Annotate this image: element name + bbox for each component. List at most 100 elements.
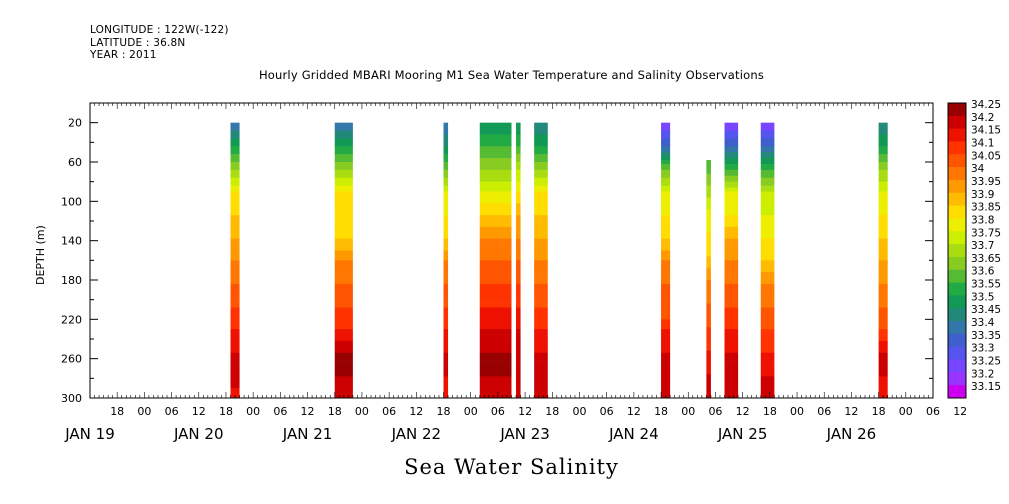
contour-cell [334, 342, 353, 346]
contour-cell [516, 374, 521, 377]
contour-cell [878, 126, 888, 129]
contour-cell [230, 317, 240, 320]
contour-cell [760, 260, 775, 263]
contour-cell [334, 283, 353, 287]
contour-cell [443, 364, 449, 367]
contour-cell [334, 246, 353, 249]
contour-cell [534, 209, 548, 212]
contour-cell [534, 197, 548, 200]
contour-cell [334, 366, 353, 369]
contour-cell [661, 185, 671, 188]
contour-cell [534, 134, 548, 137]
contour-cell [479, 356, 512, 359]
contour-cell [230, 258, 240, 261]
contour-cell [334, 254, 353, 257]
contour-cell [479, 211, 512, 214]
contour-cell [706, 222, 711, 226]
contour-cell [724, 207, 739, 210]
contour-cell [661, 222, 671, 226]
x-tick-label: 06 [600, 405, 614, 418]
contour-cell [443, 319, 449, 322]
contour-cell [534, 299, 548, 302]
contour-cell [334, 335, 353, 338]
contour-cell [878, 333, 888, 336]
contour-cell [230, 209, 240, 212]
contour-cell [443, 199, 449, 202]
contour-cell [516, 195, 521, 198]
contour-cell [443, 226, 449, 230]
contour-cell [534, 264, 548, 267]
contour-cell [479, 268, 512, 271]
contour-cell [724, 146, 739, 149]
contour-cell [334, 226, 353, 230]
contour-cell [661, 354, 671, 357]
contour-cell [479, 342, 512, 346]
contour-cell [760, 122, 775, 125]
contour-cell [230, 132, 240, 135]
contour-cell [230, 354, 240, 357]
contour-cell [724, 250, 739, 253]
contour-cell [479, 388, 512, 391]
contour-cell [760, 372, 775, 375]
contour-cell [760, 346, 775, 350]
contour-cell [661, 287, 671, 291]
contour-cell [706, 258, 711, 261]
contour-cell [479, 224, 512, 228]
contour-cell [534, 327, 548, 330]
contour-cell [534, 171, 548, 175]
contour-cell [724, 360, 739, 363]
contour-cell [479, 207, 512, 210]
contour-cell [230, 162, 240, 165]
colorbar-swatch [948, 128, 966, 142]
contour-cell [443, 130, 449, 133]
contour-cell [706, 244, 711, 247]
contour-cell [230, 337, 240, 340]
contour-cell [443, 317, 449, 320]
contour-cell [443, 276, 449, 279]
contour-cell [661, 378, 671, 381]
contour-cell [724, 224, 739, 228]
contour-cell [878, 215, 888, 218]
contour-cell [230, 331, 240, 334]
contour-cell [479, 152, 512, 155]
contour-cell [443, 150, 449, 153]
contour-cell [661, 136, 671, 139]
contour-cell [661, 376, 671, 379]
contour-cell [334, 128, 353, 131]
contour-cell [661, 205, 671, 208]
contour-cell [534, 344, 548, 348]
contour-cell [230, 260, 240, 263]
contour-cell [479, 346, 512, 350]
contour-cell [230, 301, 240, 304]
contour-cell [661, 171, 671, 175]
contour-cell [479, 146, 512, 149]
colorbar-label: 33.55 [971, 279, 1001, 291]
contour-cell [661, 160, 671, 163]
contour-cell [334, 134, 353, 137]
contour-cell [760, 281, 775, 285]
colorbar-label: 33.15 [971, 381, 1001, 393]
contour-cell [516, 384, 521, 387]
contour-cell [230, 183, 240, 186]
contour-cell [661, 264, 671, 267]
contour-cell [334, 242, 353, 245]
contour-cell [661, 307, 671, 310]
contour-cell [760, 134, 775, 137]
contour-cell [443, 285, 449, 289]
contour-cell [534, 205, 548, 208]
contour-cell [661, 374, 671, 377]
contour-cell [534, 211, 548, 214]
contour-cell [443, 396, 449, 399]
contour-cell [878, 348, 888, 352]
contour-cell [334, 138, 353, 141]
contour-cell [443, 309, 449, 312]
contour-cell [516, 325, 521, 328]
contour-cell [724, 274, 739, 277]
contour-cell [760, 262, 775, 265]
contour-cell [443, 181, 449, 184]
contour-cell [724, 340, 739, 344]
contour-cell [706, 199, 711, 202]
contour-cell [760, 132, 775, 135]
contour-cell [760, 350, 775, 354]
contour-cell [878, 167, 888, 171]
